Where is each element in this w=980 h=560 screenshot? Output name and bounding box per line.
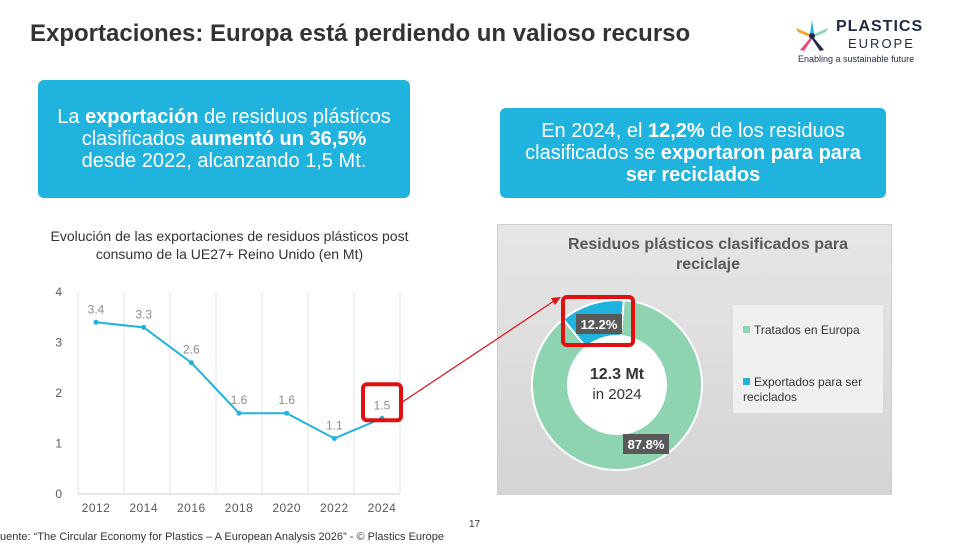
logo-line1: PLASTICS — [836, 18, 924, 35]
source-citation: uente: “The Circular Economy for Plastic… — [0, 531, 445, 543]
y-tick-label: 2 — [55, 386, 62, 400]
callout-left-run-0: La — [57, 106, 86, 128]
y-tick-label: 1 — [55, 437, 62, 451]
callout-exports-share: En 2024, el 12,2% de los residuos clasif… — [500, 108, 886, 198]
data-point — [141, 324, 147, 330]
x-tick-label: 2014 — [129, 501, 158, 515]
y-tick-label: 3 — [55, 336, 62, 350]
callout-left-run-3: aumentó un 36,5% — [190, 128, 367, 150]
x-tick-label: 2020 — [272, 501, 301, 515]
highlight-box-export — [561, 295, 635, 347]
callout-right-run-2: de los residuos clasificados se — [525, 120, 845, 164]
x-tick-label: 2018 — [225, 501, 254, 515]
slice-label: 87.8% — [628, 437, 665, 452]
data-point — [236, 410, 242, 416]
x-tick-label: 2012 — [82, 501, 111, 515]
data-label: 3.3 — [135, 307, 152, 321]
callout-left-run-1: exportación — [85, 106, 199, 128]
slice-label: 12.2% — [581, 317, 618, 332]
slice-label-box — [623, 434, 669, 454]
callout-right-run-1: 12,2% — [647, 120, 705, 142]
legend-label: Exportados para ser reciclados — [743, 375, 863, 404]
plastics-europe-logo: PLASTICS EUROPE Enabling a sustainable f… — [790, 16, 930, 68]
legend-item: Exportados para ser reciclados — [743, 375, 878, 405]
data-point — [284, 410, 290, 416]
donut-center-value: 12.3 Mt — [590, 366, 645, 383]
data-label: 1.5 — [374, 398, 391, 412]
callout-exports-growth: La exportación de residuos plásticos cla… — [38, 80, 410, 198]
x-tick-label: 2024 — [368, 501, 397, 515]
slice-label-box — [576, 314, 622, 334]
x-tick-label: 2016 — [177, 501, 206, 515]
callout-left-run-2: de residuos plásticos clasificados — [81, 106, 391, 150]
logo-line2: EUROPE — [848, 36, 915, 51]
data-label: 2.6 — [183, 343, 200, 357]
line-chart: 0 1 2 3 4 2012 2014 2016 2018 2020 2022 2024 3.4 3.3 2… — [55, 285, 403, 515]
data-point — [93, 319, 99, 325]
logo-tagline: Enabling a sustainable future — [798, 54, 915, 64]
data-label: 3.4 — [88, 302, 105, 316]
legend-swatch — [743, 326, 750, 333]
highlight-box-2024 — [361, 382, 403, 423]
callout-left-text: La exportación de residuos plásticos cla… — [56, 106, 392, 172]
star-logo-icon — [796, 20, 828, 51]
data-label: 1.1 — [326, 418, 343, 432]
legend-item: Tratados en Europa — [743, 323, 878, 338]
donut-center-year: in 2024 — [592, 386, 641, 403]
y-tick-label: 0 — [55, 487, 62, 501]
data-label: 1.6 — [231, 393, 248, 407]
callout-right-run-3: exportaron para para ser reciclados — [625, 142, 861, 186]
x-tick-label: 2022 — [320, 501, 349, 515]
data-point — [188, 360, 194, 366]
callout-right-run-0: En 2024, el — [541, 120, 648, 142]
legend-swatch — [743, 378, 750, 385]
donut-hole — [569, 337, 665, 433]
y-tick-label: 4 — [55, 285, 62, 299]
line-chart-title: Evolución de las exportaciones de residu… — [50, 228, 409, 262]
callout-right-text: En 2024, el 12,2% de los residuos clasif… — [518, 120, 868, 186]
legend-label: Tratados en Europa — [754, 323, 860, 337]
donut-chart-title: Residuos plásticos clasificados para rec… — [567, 236, 849, 273]
data-point — [331, 435, 337, 441]
slide-title: Exportaciones: Europa está perdiendo un … — [30, 20, 691, 47]
callout-left-run-4: desde 2022, alcanzando 1,5 Mt. — [81, 150, 367, 172]
page-number: 17 — [469, 519, 481, 530]
data-label: 1.6 — [278, 393, 295, 407]
donut-legend: Tratados en Europa Exportados para ser re… — [733, 305, 883, 413]
